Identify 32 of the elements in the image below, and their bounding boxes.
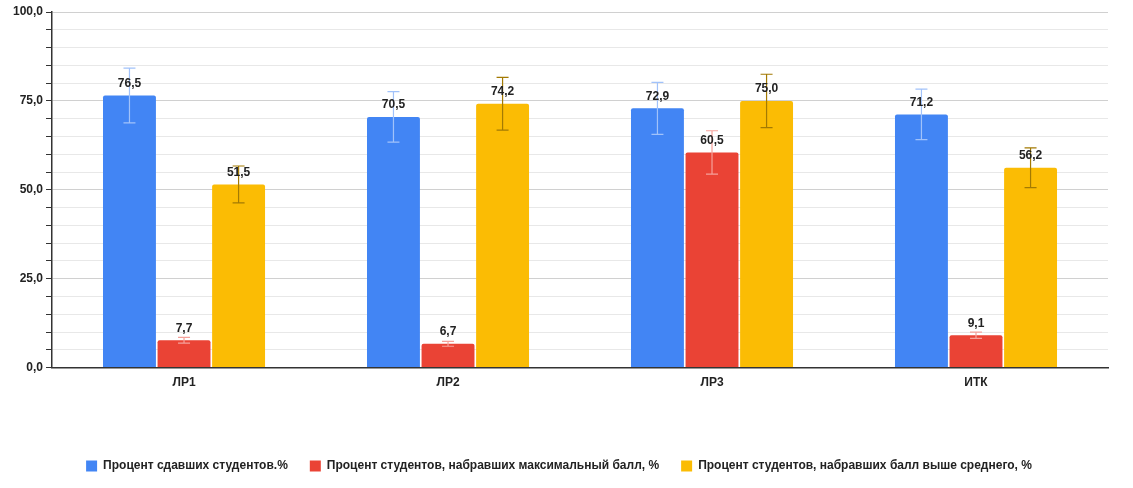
data-label: 7,7 [175,320,193,335]
bar [630,108,684,368]
x-tick-label: ИТК [964,375,989,390]
bar [367,116,420,368]
x-tick-label: ЛР3 [700,375,724,390]
bar [949,335,1003,368]
y-tick-label: 50,0 [19,182,44,197]
legend-label: Процент сдавших студентов.% [103,458,289,473]
legend-label: Процент студентов, набравших максимальный балл, % [326,458,660,473]
bar [157,340,211,368]
data-label: 6,7 [439,324,457,339]
x-tick-label: ЛР2 [436,375,460,390]
y-tick-label: 75,0 [19,93,44,108]
data-label: 70,5 [381,97,406,112]
bar [103,95,156,368]
data-label: 72,9 [645,88,670,103]
y-tick-label: 25,0 [19,271,44,286]
bar [212,184,266,368]
bar [740,100,794,368]
data-label: 71,2 [909,94,934,109]
bar [421,343,475,368]
x-tick-label: ЛР1 [172,375,196,390]
bar [685,152,739,368]
data-label: 9,1 [967,315,985,330]
bar [476,103,530,368]
y-tick-label: 0,0 [26,359,44,374]
bar [1004,167,1058,368]
bar [894,114,948,368]
data-label: 76,5 [117,75,142,90]
data-label: 60,5 [700,132,725,147]
y-tick-label: 100,0 [13,4,44,19]
legend-label: Процент студентов, набравших балл выше среднего, % [698,458,1033,473]
